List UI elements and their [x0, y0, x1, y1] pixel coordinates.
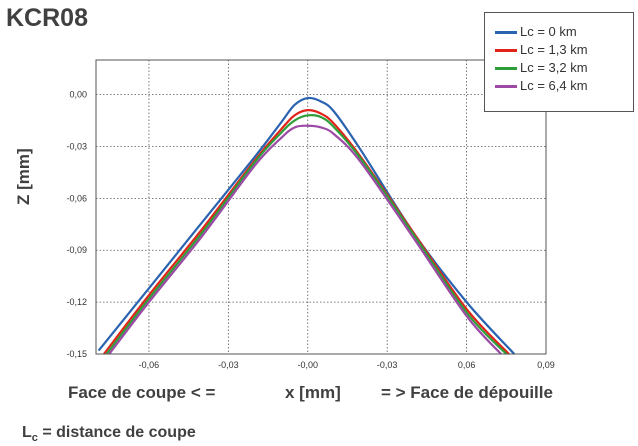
x-tick-label: 0,06	[458, 360, 476, 370]
y-tick-label: -0,15	[66, 349, 87, 359]
series-line-4	[108, 124, 502, 355]
legend-swatch	[495, 31, 517, 34]
legend-label: Lc = 6,4 km	[520, 78, 588, 93]
chart-title: KCR08	[6, 4, 88, 32]
footnote-text: = distance de coupe	[37, 424, 196, 441]
grid-lines	[96, 60, 547, 355]
series-line-1	[97, 96, 516, 355]
footnote-sub: c	[31, 432, 38, 445]
legend-swatch	[495, 49, 517, 52]
y-tick-label: -0,12	[66, 297, 87, 307]
legend-swatch	[495, 67, 517, 70]
plot-area: -0,06 -0,03 -0,00 -0,03 0,06 0,09 0,00 -0,03 -0,…	[66, 59, 555, 370]
series-line-3	[105, 113, 508, 355]
legend-label: Lc = 0 km	[520, 24, 577, 39]
y-tick-label: -0,03	[66, 141, 87, 151]
x-tick-label: -0,06	[139, 360, 160, 370]
x-label-left: Face de coupe < =	[68, 383, 216, 402]
y-tick-label: -0,06	[66, 193, 87, 203]
footnote: Lc = distance de coupe	[22, 424, 196, 444]
y-tick-label: -0,09	[66, 245, 87, 255]
footnote-main: L	[22, 424, 32, 441]
x-tick-label: -0,03	[377, 360, 398, 370]
x-tick-label: 0,09	[537, 360, 555, 370]
plot-frame	[95, 59, 547, 355]
x-label-center: x [mm]	[285, 383, 341, 402]
x-label-right: = > Face de dépouille	[381, 383, 553, 402]
legend: Lc = 0 km Lc = 1,3 km Lc = 3,2 km Lc = 6,4 …	[484, 12, 634, 112]
legend-swatch	[495, 85, 517, 88]
legend-label: Lc = 1,3 km	[520, 42, 588, 57]
y-tick-label: 0,00	[69, 90, 87, 100]
legend-label: Lc = 3,2 km	[520, 60, 588, 75]
x-tick-label: -0,00	[298, 360, 319, 370]
series-lines	[97, 96, 516, 355]
x-tick-label: -0,03	[218, 360, 239, 370]
tick-labels: -0,06 -0,03 -0,00 -0,03 0,06 0,09 0,00 -0,03 -0,…	[66, 90, 554, 370]
